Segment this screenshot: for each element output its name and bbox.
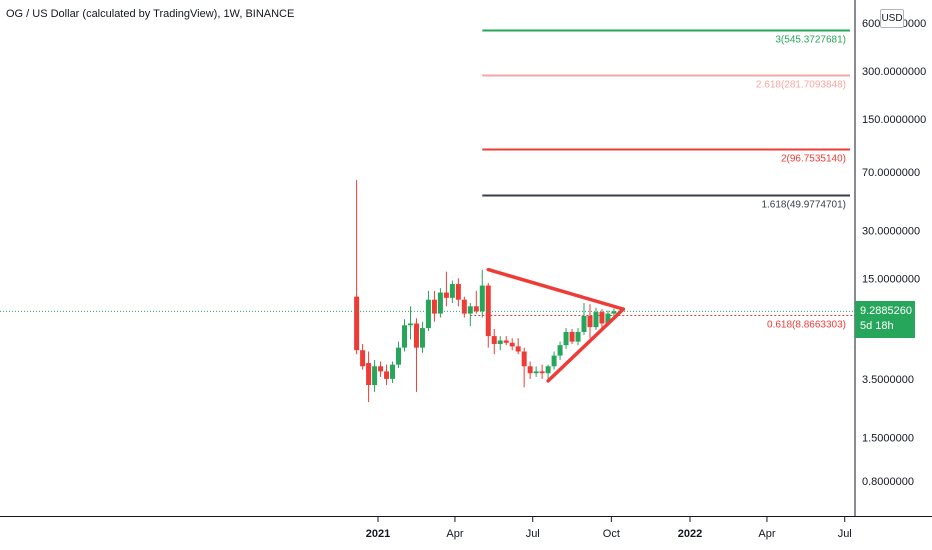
candle-body bbox=[575, 331, 581, 342]
candle-body bbox=[390, 364, 396, 379]
candle-body bbox=[366, 363, 372, 386]
candle-body bbox=[485, 285, 491, 337]
candle-body bbox=[443, 292, 449, 298]
time-tick-label: Apr bbox=[446, 528, 463, 540]
fibonacci-levels bbox=[470, 29, 855, 316]
candle-body bbox=[437, 292, 443, 314]
candle-body bbox=[425, 299, 431, 329]
candle-body bbox=[419, 328, 425, 348]
candle-body bbox=[527, 366, 533, 374]
fib-level-label: 2(96.7535140) bbox=[781, 154, 846, 165]
time-tick-label: Jul bbox=[838, 528, 852, 540]
candle-body bbox=[551, 355, 557, 367]
candle-body bbox=[413, 323, 419, 348]
time-tick-label: 2021 bbox=[366, 528, 390, 540]
candle-body bbox=[587, 315, 593, 328]
candle-body bbox=[611, 311, 617, 314]
candle-body bbox=[593, 312, 599, 328]
candle-body bbox=[431, 299, 437, 314]
candle-body bbox=[378, 366, 384, 372]
chart-title: OG / US Dollar (calculated by TradingVie… bbox=[6, 8, 295, 20]
candle-body bbox=[396, 347, 402, 365]
candle-body bbox=[503, 340, 509, 343]
candle-body bbox=[384, 371, 390, 379]
time-axis[interactable]: 2021 Apr Jul Oct 2022 Apr Jul bbox=[366, 517, 852, 540]
time-tick-label: Oct bbox=[603, 528, 620, 540]
currency-badge[interactable]: USD bbox=[880, 9, 904, 28]
candle-body bbox=[599, 312, 605, 324]
candle-body bbox=[557, 345, 563, 356]
price-tick-label: 0.8000000 bbox=[862, 476, 914, 488]
price-tick-label: 3.5000000 bbox=[862, 374, 914, 386]
candle-body bbox=[533, 371, 539, 374]
fib-level-label: 1.618(49.9774701) bbox=[761, 200, 846, 211]
price-tick-label: 70.0000000 bbox=[862, 167, 920, 179]
candle-body bbox=[545, 366, 551, 374]
candle-body bbox=[581, 315, 587, 332]
triangle-trendline bbox=[486, 267, 626, 311]
candle-body bbox=[569, 331, 575, 342]
candle-body bbox=[372, 366, 378, 386]
bar-countdown: 5d 18h bbox=[860, 320, 894, 332]
triangle-pattern[interactable] bbox=[486, 267, 626, 383]
candle-body bbox=[509, 342, 515, 347]
candle-body bbox=[605, 313, 611, 324]
candle-body bbox=[461, 299, 467, 314]
price-tick-label: 150.0000000 bbox=[862, 114, 926, 126]
price-tick-label: 15.0000000 bbox=[862, 273, 920, 285]
candlesticks bbox=[354, 180, 617, 403]
fib-level-label: 3(545.3727681) bbox=[775, 35, 846, 46]
candle-body bbox=[563, 331, 569, 346]
candle-body bbox=[407, 323, 413, 326]
candle-body bbox=[497, 340, 503, 344]
candle-body bbox=[401, 325, 407, 348]
price-tick-label: 30.0000000 bbox=[862, 225, 920, 237]
candle-body bbox=[473, 306, 479, 312]
candle-body bbox=[449, 284, 455, 298]
candle-body bbox=[354, 296, 360, 351]
price-tick-label: 300.0000000 bbox=[862, 66, 926, 78]
time-tick-label: 2022 bbox=[678, 528, 702, 540]
candle-body bbox=[360, 350, 366, 367]
candle-body bbox=[515, 346, 521, 352]
candle-body bbox=[521, 351, 527, 367]
fib-level-label: 2.618(281.7093848) bbox=[756, 80, 846, 91]
time-tick-label: Apr bbox=[758, 528, 775, 540]
time-tick-label: Jul bbox=[526, 528, 540, 540]
candle-body bbox=[539, 371, 545, 374]
candle-body bbox=[467, 306, 473, 314]
fib-level-label: 0.618(8.8663303) bbox=[767, 320, 846, 331]
triangle-trendline bbox=[546, 307, 626, 383]
current-price-tag: 9.2885260 5d 18h bbox=[855, 301, 915, 338]
candle-body bbox=[491, 336, 497, 344]
fibonacci-level-labels: 3(545.3727681) 2.618(281.7093848) 2(96.753… bbox=[756, 35, 846, 331]
candle-body bbox=[479, 285, 485, 312]
candle-body bbox=[455, 284, 461, 300]
current-price-value: 9.2885260 bbox=[860, 305, 912, 317]
price-axis[interactable]: 1400.0000000600.0000000300.0000000150.00… bbox=[862, 0, 932, 488]
price-tick-label: 1.5000000 bbox=[862, 432, 914, 444]
